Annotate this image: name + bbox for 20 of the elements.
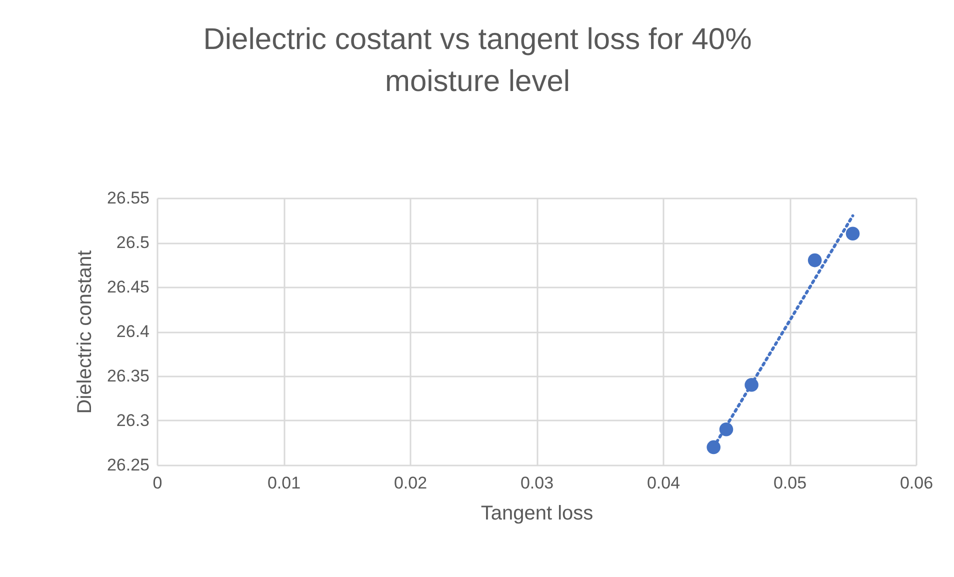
x-tick-label: 0.01 [267,474,301,492]
text: moisture level [384,65,570,98]
x-tick-label: 0 [152,474,162,492]
y-tick-label: 26.3 [116,411,150,430]
y-tick-label: 26.35 [106,366,150,386]
point [808,253,822,268]
x-axis-title: Tangent loss [480,502,594,524]
x-tick-label: 0.04 [646,474,680,492]
y-tick-label: 26.5 [116,233,150,252]
x-tick-label: 0.02 [394,474,428,492]
y-tick-label: 26.25 [106,456,150,474]
y-tick-label: 26.4 [116,322,150,341]
x-tick-label: 0.05 [773,474,807,492]
y-tick-label: 26.45 [106,278,150,296]
point [846,226,860,240]
y-tick-label: 26.55 [106,188,150,208]
x-tick-label: 0.03 [520,474,554,492]
x-tick-label: 0.06 [900,474,934,492]
y-axis-title: Dielectric constant [74,250,96,414]
text: Dielectric costant vs tangent loss for 40% [203,23,752,56]
